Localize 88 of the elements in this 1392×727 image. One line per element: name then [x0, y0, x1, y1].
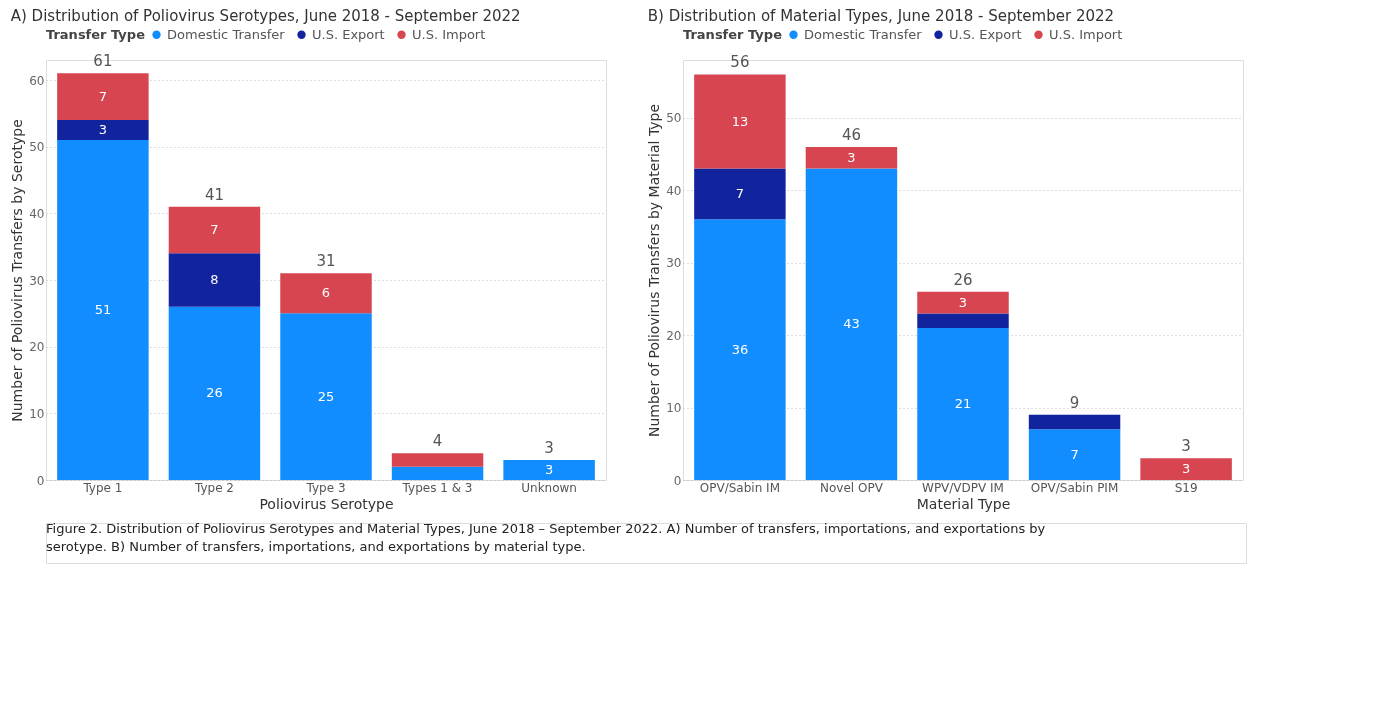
data-label: 3 — [1181, 461, 1191, 477]
x-tick-label: WPV/VDPV IM — [922, 480, 1004, 495]
chart-title: A) Distribution of Poliovirus Serotypes, June 2018 - September 2022 — [10, 7, 521, 25]
bar — [168, 206, 261, 254]
x-tick-label: OPV/Sabin IM — [699, 480, 780, 495]
bar — [391, 466, 484, 480]
data-label: 3 — [847, 149, 856, 165]
y-tick-label: 40 — [29, 206, 45, 221]
y-tick-label: 0 — [36, 473, 45, 488]
total-label: 46 — [841, 125, 861, 144]
legend-title: Transfer Type — [46, 27, 146, 42]
data-label: 7 — [735, 185, 745, 201]
legend-label: U.S. Export — [312, 26, 385, 42]
data-label: 25 — [317, 388, 335, 404]
x-tick-label: S19 — [1174, 480, 1198, 495]
y-tick-label: 60 — [29, 73, 45, 88]
total-label: 31 — [316, 252, 336, 271]
bar — [1028, 414, 1121, 430]
data-label: 3 — [98, 122, 108, 137]
bar — [57, 120, 149, 140]
data-label: 26 — [206, 385, 223, 401]
y-tick-label: 20 — [666, 328, 682, 343]
y-axis-title: Number of Poliovirus Transfers by Material Type — [646, 103, 663, 438]
y-tick-label: 30 — [666, 256, 682, 271]
legend-label: Domestic Transfer — [167, 26, 286, 42]
data-label: 36 — [731, 341, 749, 357]
data-label: 7 — [98, 88, 108, 104]
x-tick-label: Type 3 — [305, 480, 346, 495]
bar — [280, 273, 372, 314]
data-label: 3 — [958, 294, 968, 310]
bar — [917, 291, 1009, 314]
x-tick-label: Types 1 & 3 — [401, 480, 473, 495]
y-tick-label: 50 — [666, 111, 682, 126]
legend-label: Domestic Transfer — [804, 26, 923, 42]
y-axis-title: Number of Poliovirus Transfers by Serotype — [9, 119, 26, 422]
total-label: 41 — [204, 185, 224, 204]
total-label: 4 — [432, 432, 443, 451]
bar — [694, 168, 786, 220]
bar — [1140, 458, 1232, 480]
data-label: 43 — [843, 316, 860, 332]
bar — [503, 460, 595, 480]
x-tick-label: Unknown — [521, 480, 577, 495]
legend-label: U.S. Import — [1049, 26, 1123, 42]
total-label: 3 — [1181, 437, 1191, 456]
data-label: 8 — [210, 272, 219, 287]
y-tick-label: 20 — [29, 340, 45, 355]
total-label: 26 — [953, 270, 973, 289]
total-label: 3 — [544, 439, 554, 457]
y-tick-label: 40 — [666, 183, 682, 198]
legend-title: Transfer Type — [683, 27, 783, 42]
x-axis-title: Poliovirus Serotype — [259, 495, 394, 512]
data-label: 7 — [210, 222, 219, 237]
bar — [1028, 429, 1121, 480]
bar — [168, 306, 261, 480]
x-axis-title: Material Type — [916, 495, 1011, 512]
data-label: 7 — [1070, 446, 1079, 462]
x-tick-label: Novel OPV — [820, 480, 884, 495]
bar — [168, 253, 261, 307]
data-label: 13 — [731, 113, 749, 129]
data-label: 3 — [544, 462, 554, 477]
bar — [57, 140, 149, 480]
data-label: 51 — [94, 302, 112, 317]
chart-title: B) Distribution of Material Types, June 2018 - September 2022 — [647, 7, 1115, 25]
y-tick-label: 0 — [673, 473, 682, 488]
bar — [57, 73, 149, 120]
bar — [917, 313, 1009, 328]
legend-label: U.S. Export — [949, 26, 1022, 42]
bar — [391, 453, 484, 467]
bar — [280, 313, 372, 480]
legend-label: U.S. Import — [412, 26, 486, 42]
y-tick-label: 50 — [29, 140, 45, 155]
y-tick-label: 10 — [29, 406, 45, 421]
total-label: 9 — [1069, 393, 1080, 412]
x-tick-label: Type 2 — [193, 480, 234, 495]
x-tick-label: Type 1 — [82, 480, 123, 495]
caption: Figure 2. Distribution of Poliovirus Serotypes and Material Types, June 2018 – September 2022. A) Number of transfers, importations, and exportations by serotype. B) Number of transfers, importations, and exportations by material type. — [46, 521, 1046, 554]
total-label: 61 — [93, 52, 113, 71]
data-label: 6 — [321, 285, 331, 301]
bar — [805, 168, 898, 480]
bar — [694, 219, 786, 480]
bar — [694, 74, 786, 169]
total-label: 56 — [730, 53, 750, 72]
bar — [917, 327, 1009, 480]
x-tick-label: OPV/Sabin PIM — [1030, 480, 1119, 495]
y-tick-label: 10 — [666, 401, 682, 416]
y-tick-label: 30 — [29, 273, 45, 288]
bar — [805, 146, 898, 169]
data-label: 21 — [954, 395, 972, 411]
